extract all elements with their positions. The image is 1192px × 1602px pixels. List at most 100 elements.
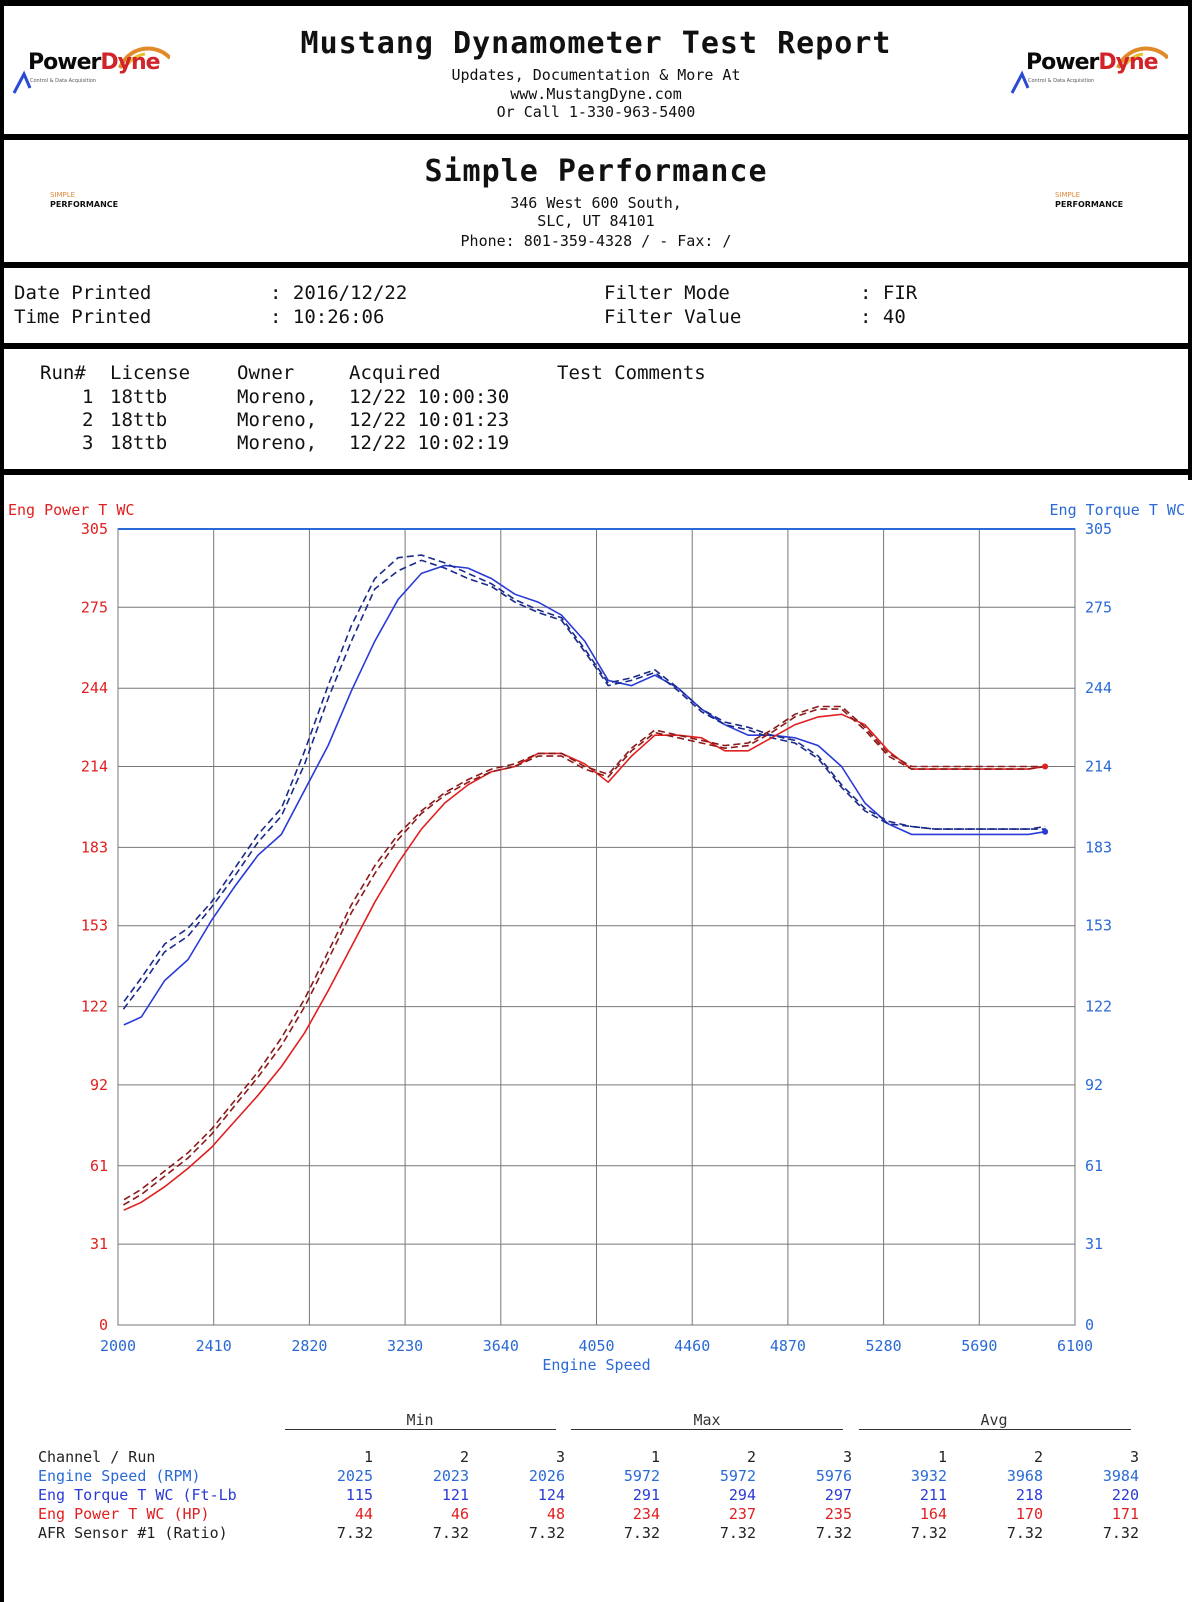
left-border <box>0 0 4 1602</box>
summary-row-value: 171 <box>1111 1505 1139 1523</box>
shop-phone: Phone: 801-359-4328 / - Fax: / <box>460 232 732 250</box>
logo-power-text: Power <box>28 50 101 75</box>
summary-group-avg: Avg <box>980 1411 1008 1429</box>
summary-row-value: 5972 <box>719 1467 756 1485</box>
x-tick-label: 5280 <box>866 1337 902 1355</box>
powerdyne-logo-art <box>12 46 172 94</box>
y-tick-label-right: 61 <box>1085 1157 1103 1175</box>
divider-1 <box>0 134 1192 140</box>
summary-row-value: 5972 <box>623 1467 660 1485</box>
table-row-license: 18ttb <box>110 386 168 408</box>
summary-row-value: 235 <box>824 1505 852 1523</box>
summary-row-value: 7.32 <box>623 1524 660 1542</box>
header-url: www.MustangDyne.com <box>510 85 682 103</box>
date-printed-label: Date Printed <box>14 282 152 304</box>
logo-dyne-text: Dyne <box>1098 50 1158 75</box>
summary-row-value: 2023 <box>432 1467 469 1485</box>
summary-row-value: 5976 <box>815 1467 852 1485</box>
logo-dyne-text: Dyne <box>100 50 160 75</box>
shop-address-2: SLC, UT 84101 <box>537 212 655 230</box>
y-tick-label-left: 244 <box>81 679 108 697</box>
filter-value-label: Filter Value <box>604 306 742 328</box>
table-row-run: 3 <box>82 432 94 454</box>
summary-row-value: 7.32 <box>1102 1524 1139 1542</box>
runs-header-comments: Test Comments <box>557 362 706 384</box>
logo-power-text: Power <box>1026 50 1099 75</box>
summary-row-channel: Eng Power T WC (HP) <box>38 1505 210 1523</box>
summary-row-value: 297 <box>824 1486 852 1504</box>
summary-group-max: Max <box>693 1411 721 1429</box>
summary-group-underline <box>571 1429 843 1430</box>
filter-mode-value: : FIR <box>860 282 918 304</box>
y-tick-label-right: 275 <box>1085 598 1112 616</box>
summary-row-value: 237 <box>728 1505 756 1523</box>
logo-tagline: Control & Data Acquisition <box>30 78 97 84</box>
y-tick-label-right: 153 <box>1085 917 1112 935</box>
series-end-point <box>1042 828 1049 835</box>
summary-row-value: 7.32 <box>815 1524 852 1542</box>
header-line-1: Updates, Documentation & More At <box>451 66 741 84</box>
summary-row-value: 3984 <box>1102 1467 1139 1485</box>
filter-value-value: : 40 <box>860 306 906 328</box>
runs-header-run: Run# <box>40 362 86 384</box>
x-tick-label: 4460 <box>674 1337 710 1355</box>
date-printed-value: : 2016/12/22 <box>270 282 408 304</box>
summary-row-value: 294 <box>728 1486 756 1504</box>
y-tick-label-left: 275 <box>81 598 108 616</box>
y-tick-label-left: 122 <box>81 998 108 1016</box>
x-tick-label: 3640 <box>483 1337 519 1355</box>
y-tick-label-right: 0 <box>1085 1316 1094 1334</box>
y-tick-label-right: 214 <box>1085 757 1112 775</box>
summary-header-channel: Channel / Run <box>38 1448 156 1466</box>
runs-header-acquired: Acquired <box>349 362 441 384</box>
simple-performance-logo-left: SIMPLE PERFORMANCE <box>50 191 119 209</box>
table-row-run: 2 <box>82 409 94 431</box>
table-row-owner: Moreno, <box>237 409 318 431</box>
table-row-acquired: 12/22 10:00:30 <box>349 386 510 408</box>
x-tick-label: 4870 <box>770 1337 806 1355</box>
summary-row-value: 291 <box>632 1486 660 1504</box>
table-row-license: 18ttb <box>110 409 168 431</box>
header-phone: Or Call 1-330-963-5400 <box>496 103 696 121</box>
x-tick-label: 6100 <box>1057 1337 1093 1355</box>
y-tick-label-right: 31 <box>1085 1235 1103 1253</box>
summary-row-value: 218 <box>1015 1486 1043 1504</box>
summary-row-value: 121 <box>441 1486 469 1504</box>
summary-row-value: 3968 <box>1006 1467 1043 1485</box>
summary-header-run: 3 <box>1129 1448 1139 1466</box>
x-axis-label: Engine Speed <box>542 1356 650 1374</box>
y-tick-label-left: 183 <box>81 838 108 856</box>
y-tick-label-right: 244 <box>1085 679 1112 697</box>
x-tick-label: 2410 <box>196 1337 232 1355</box>
summary-header-run: 2 <box>459 1448 469 1466</box>
summary-header-run: 1 <box>650 1448 660 1466</box>
y-tick-label-right: 305 <box>1085 520 1112 538</box>
y-tick-label-left: 153 <box>81 917 108 935</box>
simple-performance-logo-right: SIMPLE PERFORMANCE <box>1055 191 1124 209</box>
x-tick-label: 2000 <box>100 1337 136 1355</box>
summary-group-underline <box>859 1429 1131 1430</box>
summary-row-value: 48 <box>546 1505 565 1523</box>
powerdyne-logo-art <box>1010 46 1170 94</box>
y-tick-label-left: 0 <box>99 1316 108 1334</box>
summary-row-value: 7.32 <box>432 1524 469 1542</box>
table-row-run: 1 <box>82 386 94 408</box>
powerdyne-logo-left: PowerDyne Control & Data Acquisition <box>10 38 172 98</box>
top-border <box>0 0 1192 6</box>
summary-row-value: 164 <box>919 1505 947 1523</box>
summary-row-value: 234 <box>632 1505 660 1523</box>
summary-row-value: 3932 <box>910 1467 947 1485</box>
table-row-owner: Moreno, <box>237 432 318 454</box>
time-printed-label: Time Printed <box>14 306 152 328</box>
series-end-point <box>1042 763 1049 770</box>
summary-header-run: 2 <box>1033 1448 1043 1466</box>
summary-row-value: 2025 <box>336 1467 373 1485</box>
summary-header-run: 3 <box>555 1448 565 1466</box>
series-line-torque-run-1 <box>123 564 1046 1026</box>
series-line-power-run-2 <box>122 708 1046 1206</box>
x-tick-label: 4050 <box>578 1337 614 1355</box>
divider-2 <box>0 262 1192 268</box>
y-tick-label-left: 31 <box>90 1235 108 1253</box>
y-tick-label-left: 305 <box>81 520 108 538</box>
summary-row-value: 7.32 <box>528 1524 565 1542</box>
